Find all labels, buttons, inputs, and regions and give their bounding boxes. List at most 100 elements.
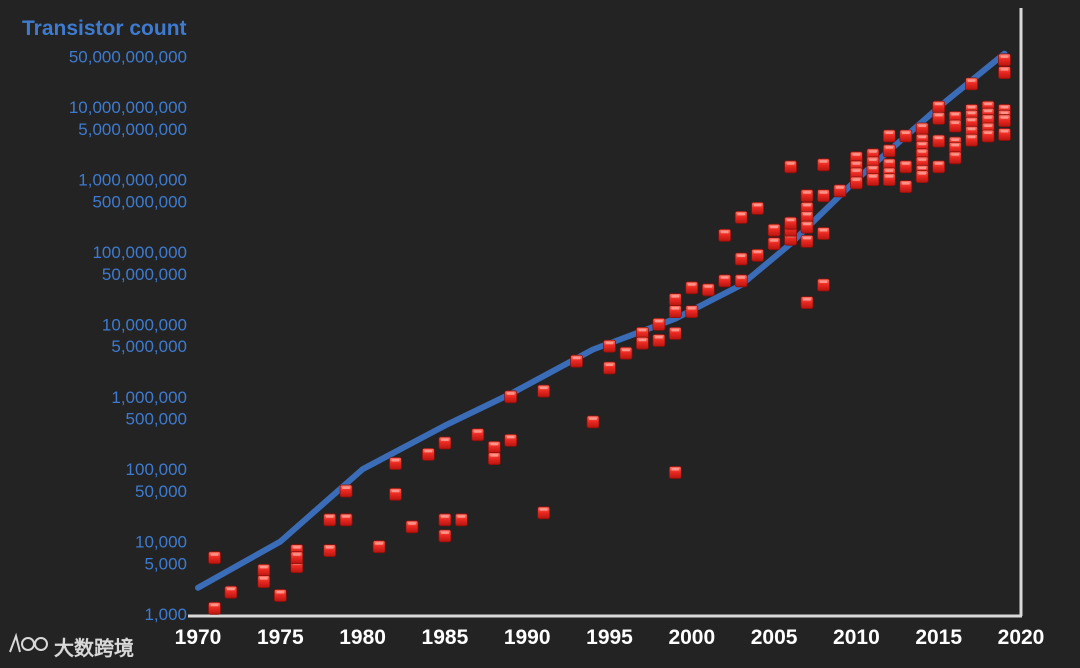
data-point xyxy=(636,326,649,340)
y-tick-label: 500,000,000 xyxy=(92,192,187,211)
x-tick-label: 2015 xyxy=(915,626,962,649)
data-point xyxy=(389,457,402,470)
data-point xyxy=(817,189,830,203)
data-point xyxy=(487,452,501,466)
data-point xyxy=(915,170,929,184)
data-point xyxy=(636,336,649,350)
data-point xyxy=(817,227,830,240)
data-point xyxy=(833,184,847,198)
data-point xyxy=(619,346,633,360)
data-point xyxy=(668,293,682,307)
data-point xyxy=(784,216,797,230)
data-point xyxy=(257,564,271,577)
data-point xyxy=(438,529,452,543)
data-point xyxy=(850,176,863,190)
data-point xyxy=(800,296,814,310)
data-point xyxy=(784,160,797,174)
data-point xyxy=(339,513,353,527)
data-point xyxy=(603,361,616,375)
data-point xyxy=(668,326,682,340)
data-point xyxy=(471,428,485,442)
data-point xyxy=(817,158,830,172)
y-tick-label: 100,000,000 xyxy=(92,243,187,262)
data-point xyxy=(339,484,353,498)
data-point xyxy=(685,281,699,295)
data-point xyxy=(998,66,1011,79)
data-point xyxy=(257,575,271,588)
data-point xyxy=(323,513,337,527)
data-point xyxy=(224,585,238,599)
x-tick-label: 1990 xyxy=(504,626,551,649)
x-tick-label: 2010 xyxy=(833,626,880,649)
y-tick-label: 10,000,000,000 xyxy=(69,98,187,117)
data-point xyxy=(323,544,337,557)
data-point xyxy=(290,551,304,565)
data-point xyxy=(965,133,978,147)
watermark: 大数跨境 xyxy=(9,632,134,660)
data-point xyxy=(932,112,946,125)
data-point xyxy=(767,237,781,251)
x-tick-label: 1980 xyxy=(339,626,386,649)
y-tick-label: 1,000,000,000 xyxy=(78,171,187,190)
data-point xyxy=(882,129,896,143)
data-point xyxy=(652,317,666,331)
y-tick-label: 5,000,000 xyxy=(111,337,187,356)
data-point xyxy=(965,77,978,91)
y-tick-label: 500,000 xyxy=(126,410,187,429)
watermark-text: 大数跨境 xyxy=(54,636,134,660)
data-point xyxy=(866,173,880,187)
data-point xyxy=(899,180,913,194)
x-tick-label: 1995 xyxy=(586,626,633,649)
data-point xyxy=(981,129,995,143)
data-point xyxy=(586,415,600,429)
data-point xyxy=(372,540,386,554)
data-point xyxy=(734,274,748,288)
data-point xyxy=(932,134,946,148)
data-point xyxy=(652,334,666,347)
data-point xyxy=(438,513,452,527)
x-tick-label: 2005 xyxy=(751,626,798,649)
data-point xyxy=(800,234,814,248)
data-point xyxy=(504,390,518,404)
data-point xyxy=(800,220,814,234)
data-point xyxy=(405,520,419,534)
data-point xyxy=(504,433,518,447)
chart-title: Transistor count xyxy=(22,17,187,40)
data-point xyxy=(899,160,913,174)
data-point xyxy=(537,506,551,520)
x-tick-label: 2000 xyxy=(668,626,715,649)
data-point xyxy=(899,129,913,143)
data-point xyxy=(882,144,896,158)
data-point xyxy=(817,278,830,292)
watermark-logo-icon xyxy=(9,632,48,653)
data-point xyxy=(487,440,501,454)
x-tick-label: 1970 xyxy=(175,626,222,649)
data-point xyxy=(701,283,715,297)
data-point xyxy=(273,589,287,602)
y-tick-label: 50,000,000,000 xyxy=(69,48,187,67)
x-tick-label: 1985 xyxy=(422,626,469,649)
data-point xyxy=(454,513,468,527)
y-axis-tick-labels: 50,000,000,000 10,000,000,000 5,000,000,00… xyxy=(69,48,187,624)
data-point xyxy=(438,436,452,450)
data-point xyxy=(685,305,699,319)
data-point xyxy=(208,601,221,615)
data-point xyxy=(751,248,764,262)
data-point xyxy=(603,339,616,353)
data-point xyxy=(915,122,929,136)
data-point xyxy=(998,53,1011,67)
x-axis-tick-labels: 1970 1975 1980 1985 1990 1995 2000 2005 2010 2015… xyxy=(175,626,1045,649)
data-point xyxy=(948,151,962,165)
data-point xyxy=(998,128,1011,141)
y-tick-label: 1,000,000 xyxy=(111,388,187,407)
data-point xyxy=(800,189,814,203)
data-point xyxy=(718,228,732,242)
x-tick-label: 2020 xyxy=(998,626,1045,649)
data-point xyxy=(767,223,781,237)
data-point xyxy=(932,100,946,114)
data-point xyxy=(998,114,1011,128)
data-point xyxy=(570,354,583,368)
data-point xyxy=(882,173,896,187)
y-tick-label: 5,000,000,000 xyxy=(78,120,187,139)
